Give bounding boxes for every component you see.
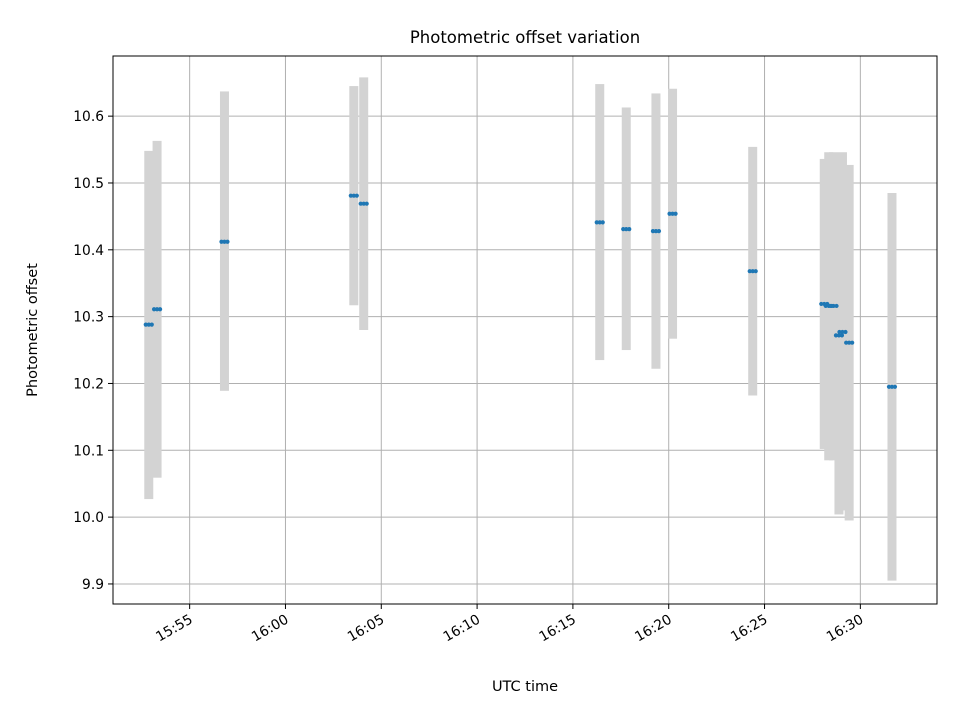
data-point: [143, 322, 148, 327]
data-point: [624, 226, 629, 232]
data-point: [847, 340, 852, 345]
data-point: [892, 384, 898, 389]
data-point: [149, 322, 154, 327]
data-point: [823, 303, 828, 309]
data-point: [840, 329, 845, 335]
data-point: [886, 384, 892, 389]
y-tick-label: 10.2: [73, 376, 104, 392]
data-points: [143, 193, 898, 389]
data-point: [154, 307, 160, 312]
data-point: [650, 228, 656, 234]
data-point: [837, 329, 842, 335]
data-point: [850, 340, 855, 345]
data-point: [627, 226, 632, 232]
y-tick-label: 10.1: [73, 443, 104, 459]
data-point: [836, 333, 842, 338]
data-point: [656, 228, 662, 234]
data-point: [219, 239, 224, 244]
y-tick-label: 10.3: [73, 310, 104, 326]
data-point: [831, 303, 836, 309]
data-point: [364, 201, 369, 206]
y-tick-label: 10.4: [73, 243, 104, 259]
data-point: [819, 301, 824, 307]
y-axis-label: Photometric offset: [25, 263, 41, 397]
data-point: [828, 303, 833, 309]
data-point: [843, 329, 848, 335]
data-point: [157, 307, 163, 312]
data-point: [747, 269, 752, 274]
data-point: [225, 239, 230, 244]
data-point: [753, 269, 758, 274]
data-point: [351, 193, 356, 198]
data-point: [839, 333, 845, 338]
data-point: [222, 239, 227, 244]
data-point: [889, 384, 895, 389]
y-tick-label: 10.5: [73, 176, 104, 192]
data-point: [354, 193, 359, 198]
data-point: [621, 226, 626, 232]
data-point: [358, 201, 363, 206]
data-point: [750, 269, 755, 274]
plot-frame: [112, 55, 938, 605]
data-point: [151, 307, 157, 312]
data-point: [348, 193, 353, 198]
data-point: [146, 322, 151, 327]
data-point: [653, 228, 659, 234]
data-point: [844, 340, 849, 345]
x-axis-label: UTC time: [492, 679, 558, 695]
data-point: [361, 201, 366, 206]
data-point: [673, 211, 678, 216]
data-point: [833, 333, 839, 338]
data-point: [667, 211, 672, 216]
data-point: [600, 220, 605, 225]
data-point: [670, 211, 675, 216]
data-point: [597, 220, 602, 225]
y-tick-label: 10.0: [73, 510, 104, 526]
y-tick-label: 10.6: [73, 109, 104, 125]
y-tick-label: 9.9: [82, 577, 104, 593]
data-point: [834, 303, 839, 309]
data-point: [594, 220, 599, 225]
chart-title: Photometric offset variation: [410, 28, 640, 47]
